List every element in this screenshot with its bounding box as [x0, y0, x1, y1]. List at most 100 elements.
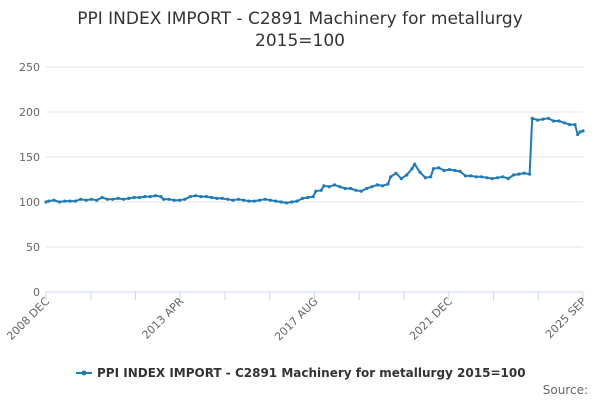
data-point[interactable] [576, 132, 580, 137]
data-point[interactable] [327, 185, 331, 189]
data-point[interactable] [447, 168, 451, 172]
data-point[interactable] [116, 196, 120, 200]
data-point[interactable] [581, 129, 585, 133]
data-point[interactable] [236, 197, 240, 201]
data-point[interactable] [84, 198, 88, 202]
data-point[interactable] [143, 195, 147, 199]
data-point[interactable] [314, 189, 318, 193]
data-point[interactable] [349, 186, 353, 191]
data-point[interactable] [413, 162, 417, 166]
data-point[interactable] [188, 195, 192, 199]
data-point[interactable] [517, 172, 521, 176]
data-point[interactable] [338, 185, 342, 189]
data-point[interactable] [231, 198, 235, 202]
data-point[interactable] [263, 197, 267, 201]
data-point[interactable] [365, 186, 369, 191]
data-point[interactable] [73, 199, 77, 203]
data-point[interactable] [469, 174, 473, 178]
data-point[interactable] [536, 118, 540, 122]
data-point[interactable] [573, 123, 577, 127]
data-point[interactable] [57, 200, 62, 204]
data-point[interactable] [453, 168, 457, 173]
data-point[interactable] [311, 195, 315, 199]
data-point[interactable] [100, 195, 104, 200]
data-point[interactable] [252, 199, 256, 203]
data-point[interactable] [359, 189, 363, 193]
data-point[interactable] [568, 123, 572, 127]
data-point[interactable] [79, 197, 83, 201]
data-point[interactable] [95, 198, 99, 202]
data-point[interactable] [132, 195, 136, 200]
data-point[interactable] [204, 195, 208, 199]
data-point[interactable] [552, 119, 556, 123]
data-point[interactable] [44, 200, 48, 204]
data-point[interactable] [479, 175, 484, 179]
data-point[interactable] [268, 198, 272, 202]
data-point[interactable] [319, 188, 323, 192]
data-point[interactable] [458, 169, 462, 173]
data-point[interactable] [381, 184, 385, 188]
data-point[interactable] [172, 198, 176, 202]
data-point[interactable] [429, 175, 433, 179]
data-point[interactable] [274, 199, 278, 203]
data-point[interactable] [162, 197, 166, 201]
data-point[interactable] [47, 199, 51, 203]
data-point[interactable] [52, 198, 56, 202]
data-point[interactable] [418, 170, 422, 174]
data-point[interactable] [506, 177, 510, 181]
data-point[interactable] [247, 199, 251, 203]
data-point[interactable] [121, 197, 126, 201]
data-point[interactable] [153, 194, 158, 198]
data-point[interactable] [210, 195, 214, 200]
data-point[interactable] [159, 195, 163, 199]
data-point[interactable] [375, 183, 379, 187]
data-point[interactable] [194, 194, 198, 198]
data-point[interactable] [220, 196, 224, 200]
data-point[interactable] [394, 171, 398, 175]
data-point[interactable] [522, 171, 526, 175]
data-point[interactable] [178, 198, 182, 202]
data-point[interactable] [137, 195, 142, 200]
data-point[interactable] [63, 199, 67, 203]
data-point[interactable] [242, 198, 246, 202]
data-point[interactable] [399, 177, 403, 181]
data-point[interactable] [490, 177, 494, 181]
data-point[interactable] [546, 116, 550, 120]
data-point[interactable] [89, 197, 93, 201]
data-point[interactable] [322, 184, 326, 188]
data-point[interactable] [578, 130, 582, 134]
data-point[interactable] [528, 172, 532, 176]
data-point[interactable] [370, 185, 374, 189]
data-point[interactable] [258, 198, 262, 202]
data-point[interactable] [111, 197, 115, 201]
data-point[interactable] [485, 176, 489, 180]
data-point[interactable] [68, 199, 72, 203]
data-point[interactable] [215, 196, 219, 200]
data-point[interactable] [148, 195, 152, 199]
data-point[interactable] [105, 197, 109, 201]
data-point[interactable] [541, 117, 545, 121]
data-point[interactable] [501, 175, 505, 179]
data-point[interactable] [557, 119, 561, 123]
data-point[interactable] [474, 175, 478, 179]
data-point[interactable] [495, 176, 500, 180]
data-point[interactable] [284, 201, 288, 205]
data-point[interactable] [410, 167, 414, 171]
data-point[interactable] [530, 116, 534, 120]
data-point[interactable] [431, 167, 435, 171]
data-point[interactable] [463, 174, 467, 178]
data-point[interactable] [300, 196, 305, 200]
data-point[interactable] [405, 173, 409, 177]
data-point[interactable] [306, 195, 310, 200]
data-point[interactable] [562, 121, 566, 125]
data-point[interactable] [290, 200, 294, 204]
data-point[interactable] [343, 186, 347, 191]
data-point[interactable] [183, 197, 187, 201]
legend[interactable]: PPI INDEX IMPORT - C2891 Machinery for m… [76, 366, 526, 380]
data-point[interactable] [332, 183, 337, 187]
data-point[interactable] [511, 173, 516, 177]
data-point[interactable] [226, 197, 230, 201]
data-point[interactable] [423, 176, 427, 180]
data-point[interactable] [279, 200, 283, 204]
data-point[interactable] [442, 168, 446, 173]
